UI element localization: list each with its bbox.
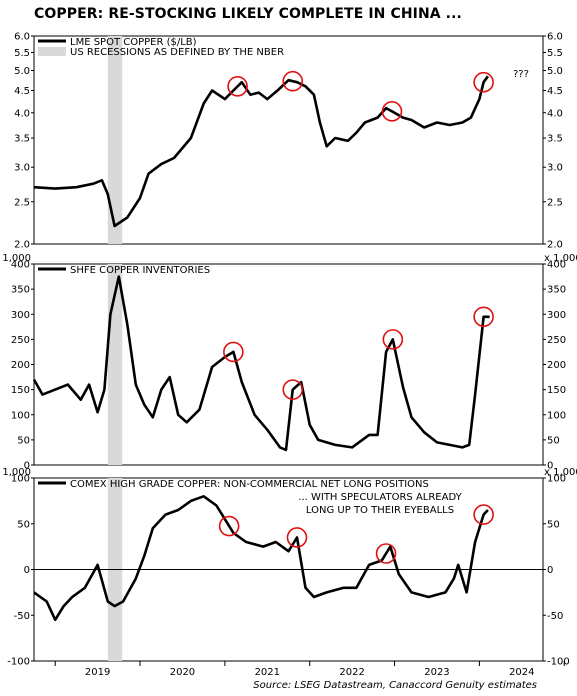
y-tick-label-right: 50 [547, 435, 560, 446]
unit-label-right: x 1,000 [544, 253, 577, 264]
y-tick-label-left: 3.5 [14, 134, 30, 145]
y-tick-label-left: 0 [24, 565, 30, 576]
y-tick-label-left: 50 [17, 519, 30, 530]
y-tick-label-right: 0 [547, 461, 553, 472]
x-tick-label: 2024 [509, 667, 534, 678]
y-tick-label-right: 2.0 [547, 240, 563, 251]
x-tick-label: 2020 [170, 667, 195, 678]
y-tick-label-right: 4.0 [547, 108, 563, 119]
legend-recession-label: US RECESSIONS AS DEFINED BY THE NBER [70, 47, 284, 58]
y-tick-label-right: 400 [547, 260, 566, 271]
y-tick-label-right: 0 [547, 565, 553, 576]
y-tick-label-right: 200 [547, 360, 566, 371]
y-tick-label-right: 5.5 [547, 48, 563, 59]
y-tick-label-left: 50 [17, 435, 30, 446]
legend-label: SHFE COPPER INVENTORIES [70, 265, 210, 276]
y-tick-label-left: 5.5 [14, 48, 30, 59]
y-tick-label-right: 4.5 [547, 86, 563, 97]
highlight-circle [218, 515, 240, 537]
y-tick-label-right: -50 [547, 611, 563, 622]
legend-label: LME SPOT COPPER ($/LB) [70, 37, 197, 48]
y-tick-label-left: 400 [11, 260, 30, 271]
x-tick-label: 2021 [255, 667, 280, 678]
highlight-circle [473, 504, 494, 525]
highlight-circle [286, 527, 308, 548]
highlight-circle [382, 329, 404, 350]
recession-band [107, 36, 123, 244]
highlight-circle [473, 306, 494, 328]
highlight-circle [473, 71, 494, 93]
annotation-text: ??? [513, 69, 529, 80]
y-tick-label-left: 4.0 [14, 108, 30, 119]
x-tick-label: 2019 [85, 667, 110, 678]
unit-label-left: x 1,000 [0, 467, 31, 478]
y-tick-label-right: 5.0 [547, 66, 563, 77]
y-tick-label-right: -100 [547, 657, 570, 668]
y-tick-label-left: 4.5 [14, 86, 30, 97]
y-tick-label-left: 100 [11, 474, 30, 485]
x-tick-label: 2022 [339, 667, 364, 678]
y-tick-label-left: 200 [11, 360, 30, 371]
y-tick-label-right: 50 [547, 519, 560, 530]
y-tick-label-left: -100 [7, 657, 30, 668]
y-tick-label-right: 250 [547, 335, 566, 346]
y-tick-label-right: 100 [547, 474, 566, 485]
y-tick-label-right: 6.0 [547, 32, 563, 43]
y-tick-label-right: 3.5 [547, 134, 563, 145]
series-line [32, 275, 490, 452]
legend-label: COMEX HIGH GRADE COPPER: NON-COMMERCIAL … [70, 479, 429, 490]
y-tick-label-left: 150 [11, 385, 30, 396]
y-tick-label-right: 150 [547, 385, 566, 396]
highlight-circle [223, 341, 244, 363]
annotation-text: ... WITH SPECULATORS ALREADY [298, 492, 462, 503]
y-tick-label-left: 250 [11, 335, 30, 346]
annotation-text: LONG UP TO THEIR EYEBALLS [306, 505, 454, 516]
y-tick-label-left: -50 [14, 611, 30, 622]
source-note: Source: LSEG Datastream, Canaccord Genui… [253, 680, 537, 691]
chart-title: COPPER: RE-STOCKING LIKELY COMPLETE IN C… [34, 6, 462, 22]
highlight-circle [227, 76, 248, 97]
x-tick-label: 2023 [424, 667, 449, 678]
y-tick-label-right: 350 [547, 285, 566, 296]
y-tick-label-right: 100 [547, 410, 566, 421]
y-tick-label-left: 2.5 [14, 197, 30, 208]
y-tick-label-left: 300 [11, 310, 30, 321]
y-tick-label-right: 3.0 [547, 163, 563, 174]
unit-label-left: x 1,000 [0, 253, 31, 264]
y-tick-label-left: 0 [24, 461, 30, 472]
y-tick-label-right: 2.5 [547, 197, 563, 208]
y-tick-label-left: 5.0 [14, 66, 30, 77]
y-tick-label-left: 2.0 [14, 240, 30, 251]
legend-recession-swatch [38, 47, 66, 56]
highlight-circle [375, 543, 397, 564]
highlight-circle [282, 70, 304, 92]
panel-frame [33, 35, 544, 245]
series-line [33, 495, 489, 622]
series-line [33, 75, 489, 228]
y-tick-label-right: 300 [547, 310, 566, 321]
highlight-circle [282, 379, 304, 400]
y-tick-label-left: 6.0 [14, 32, 30, 43]
highlight-circle [381, 101, 403, 122]
y-tick-label-left: 100 [11, 410, 30, 421]
y-tick-label-left: 350 [11, 285, 30, 296]
y-tick-label-left: 3.0 [14, 163, 30, 174]
unit-label-right: x 1,000 [544, 467, 577, 478]
